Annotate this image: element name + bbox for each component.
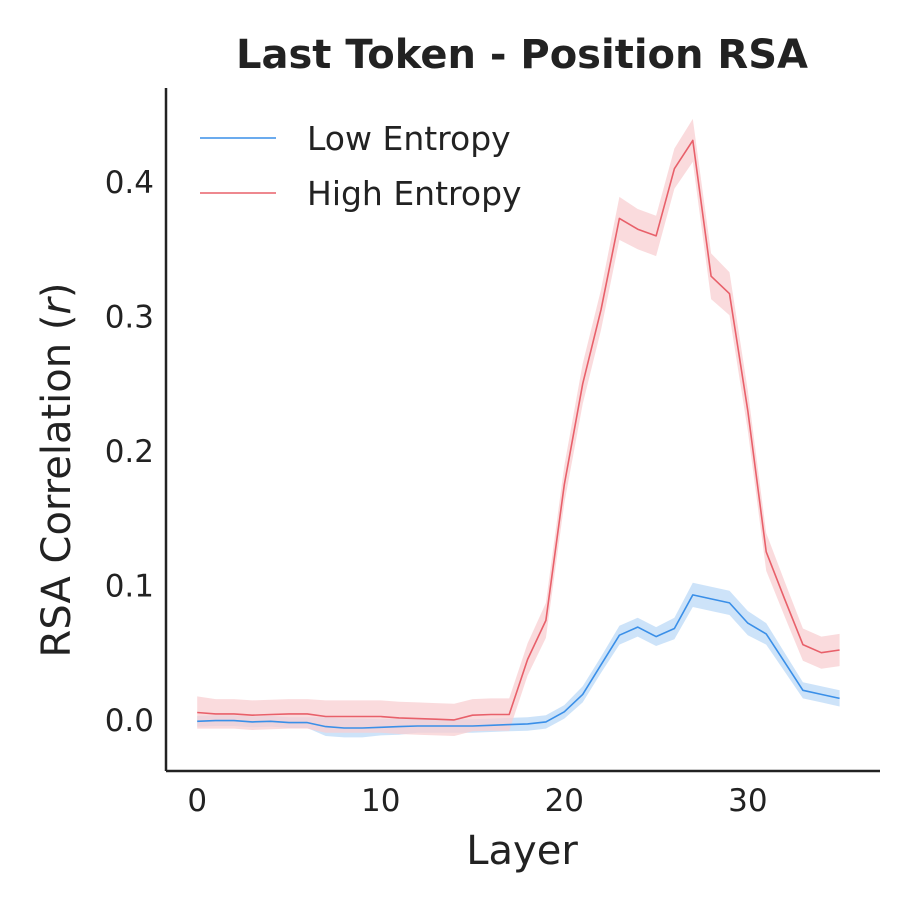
- y-tick-label: 0.2: [105, 434, 154, 470]
- x-tick-label: 20: [545, 783, 584, 819]
- y-tick-label: 0.1: [105, 568, 154, 604]
- x-tick-label: 10: [361, 783, 400, 819]
- series-line-low-entropy: [197, 594, 840, 729]
- chart-title: Last Token - Position RSA: [236, 32, 808, 78]
- y-tick-label: 0.3: [105, 300, 154, 336]
- legend-label-high-entropy: High Entropy: [307, 174, 522, 213]
- series-line-high-entropy: [197, 139, 840, 721]
- series-lines: [197, 139, 840, 729]
- x-tick-labels: 0 10 20 30: [187, 783, 767, 819]
- x-tick-label: 0: [187, 783, 207, 819]
- y-tick-label: 0.4: [105, 165, 154, 201]
- x-tick-label: 30: [728, 783, 767, 819]
- legend: Low Entropy High Entropy: [200, 119, 522, 213]
- legend-label-low-entropy: Low Entropy: [307, 119, 511, 158]
- y-tick-label: 0.0: [105, 703, 154, 739]
- y-tick-labels: 0.0 0.1 0.2 0.3 0.4: [105, 165, 154, 739]
- x-axis-label: Layer: [466, 828, 578, 874]
- y-axis-label: RSA Correlation (r): [34, 283, 80, 658]
